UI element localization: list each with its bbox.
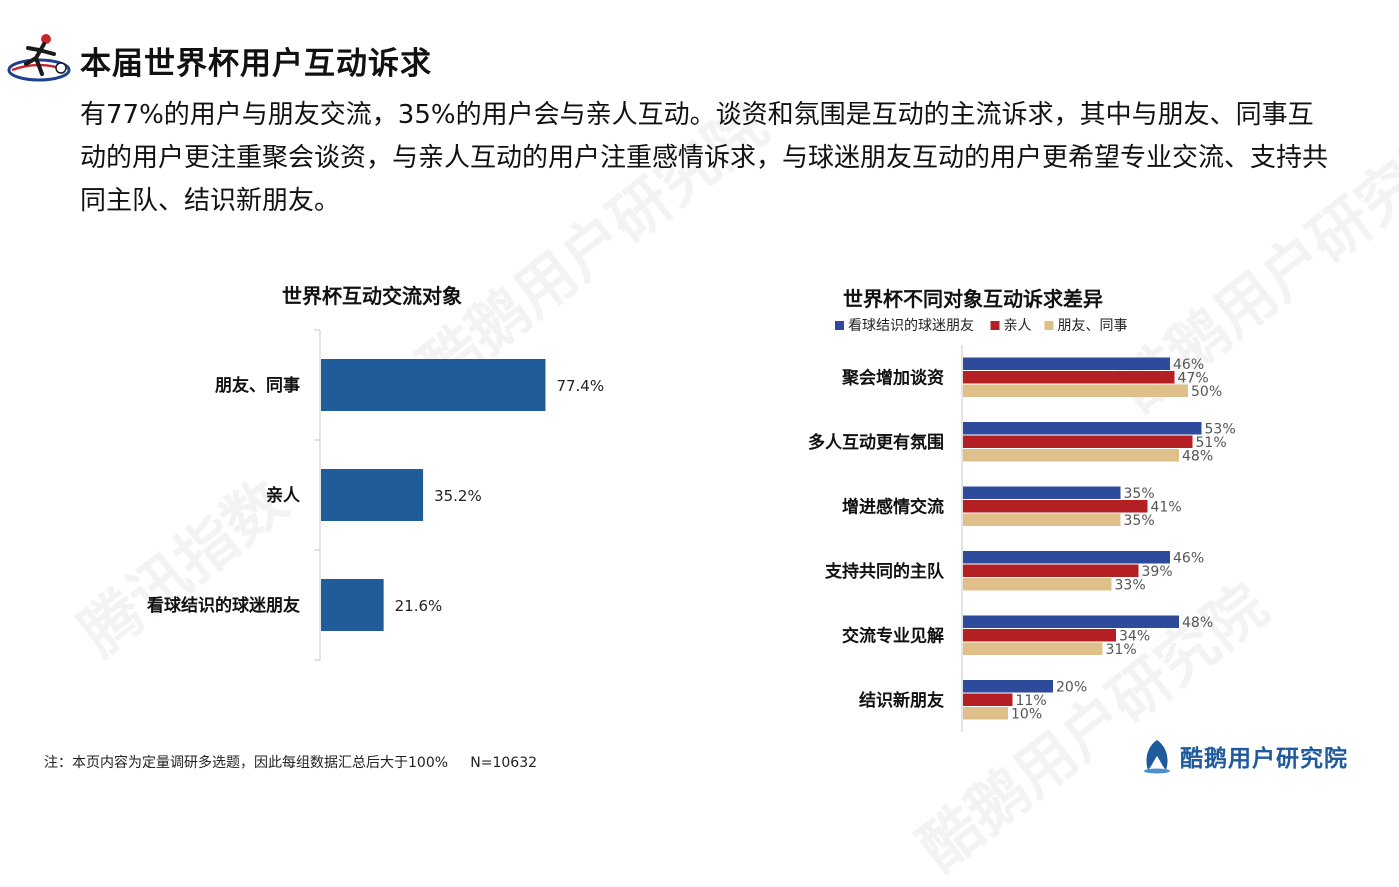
chart2-category-label: 聚会增加谈资 — [841, 367, 944, 388]
chart2-value-label: 34% — [1119, 629, 1150, 645]
chart1-value-label: 77.4% — [556, 377, 604, 395]
chart2-value-label: 46% — [1173, 551, 1204, 567]
brand-name: 酷鹅用户研究院 — [1180, 746, 1348, 772]
chart1-bar — [321, 469, 424, 521]
chart2-bar — [963, 384, 1188, 397]
chart2-bar — [963, 707, 1008, 720]
chart2-value-label: 20% — [1056, 680, 1087, 696]
chart1-bar — [321, 359, 546, 411]
chart2-bar — [963, 449, 1179, 462]
chart2-value-label: 53% — [1205, 422, 1236, 438]
chart2-bar — [963, 693, 1013, 706]
chart2-legend-swatch — [990, 321, 1000, 330]
chart2-bar — [963, 513, 1121, 526]
chart2-value-label: 33% — [1115, 578, 1146, 594]
chart2-bar — [963, 500, 1148, 513]
chart2-bar — [963, 435, 1193, 448]
summary-text: 有77%的用户与朋友交流，35%的用户会与亲人互动。谈资和氛围是互动的主流诉求，… — [80, 100, 1329, 216]
chart2-bar — [963, 486, 1121, 499]
chart1-category-label: 朋友、同事 — [215, 375, 300, 396]
chart2-value-label: 51% — [1196, 435, 1227, 451]
chart2-value-label: 47% — [1178, 371, 1209, 387]
chart1-value-label: 21.6% — [395, 597, 443, 615]
footnote: 注：本页内容为定量调研多选题，因此每组数据汇总后大于100% N=10632 — [44, 755, 538, 771]
chart2-bar — [963, 371, 1175, 384]
chart1-category-label: 亲人 — [266, 485, 301, 506]
chart2-bar — [963, 629, 1116, 642]
chart2-value-label: 41% — [1151, 500, 1182, 516]
chart2-value-label: 50% — [1191, 384, 1222, 400]
chart1-bar — [321, 579, 384, 631]
chart2-category-label: 多人互动更有氛围 — [808, 432, 944, 453]
chart1-title: 世界杯互动交流对象 — [282, 284, 462, 308]
brand-logo: 酷鹅用户研究院 — [1140, 736, 1390, 776]
chart2-legend-swatch — [1044, 321, 1054, 330]
chart2-bar — [963, 551, 1170, 564]
chart1-category-label: 看球结识的球迷朋友 — [146, 595, 300, 616]
chart2-legend-swatch — [835, 321, 844, 330]
chart2-bar — [963, 578, 1112, 591]
penguin-logo-icon — [1144, 740, 1170, 774]
worldcup-logo-icon — [7, 34, 71, 82]
chart2-title: 世界杯不同对象互动诉求差异 — [843, 287, 1103, 311]
chart1-value-label: 35.2% — [434, 487, 482, 505]
chart2-category-label: 支持共同的主队 — [825, 561, 945, 582]
chart2-value-label: 11% — [1016, 693, 1047, 709]
chart2-bar — [963, 422, 1202, 435]
chart2-bar — [963, 357, 1170, 370]
chart2-value-label: 48% — [1182, 615, 1213, 631]
chart2-category-label: 结识新朋友 — [859, 690, 944, 711]
chart2-value-label: 48% — [1182, 449, 1213, 465]
chart2-category-label: 增进感情交流 — [842, 496, 944, 517]
chart2-bar — [963, 564, 1139, 577]
page-title: 本届世界杯用户互动诉求 — [80, 46, 432, 82]
chart2-bar — [963, 615, 1179, 628]
charts-canvas: 朋友、同事 77.4% 亲人 35.2% 看球结识的球迷朋友 21.6% 看球结识的球迷朋友… — [146, 318, 1236, 732]
chart2-value-label: 35% — [1124, 513, 1155, 529]
chart2-bar — [963, 642, 1103, 655]
chart2-value-label: 35% — [1124, 486, 1155, 502]
chart2-category-label: 交流专业见解 — [842, 625, 944, 646]
chart2-value-label: 46% — [1173, 357, 1204, 373]
chart2-value-label: 39% — [1142, 564, 1173, 580]
chart2-value-label: 10% — [1011, 707, 1042, 723]
chart2-bar — [963, 680, 1053, 693]
chart2-legend-label: 亲人 — [1004, 318, 1032, 334]
chart2-legend-label: 看球结识的球迷朋友 — [848, 318, 974, 334]
chart2-legend-label: 朋友、同事 — [1058, 318, 1128, 334]
chart2-value-label: 31% — [1106, 642, 1137, 658]
